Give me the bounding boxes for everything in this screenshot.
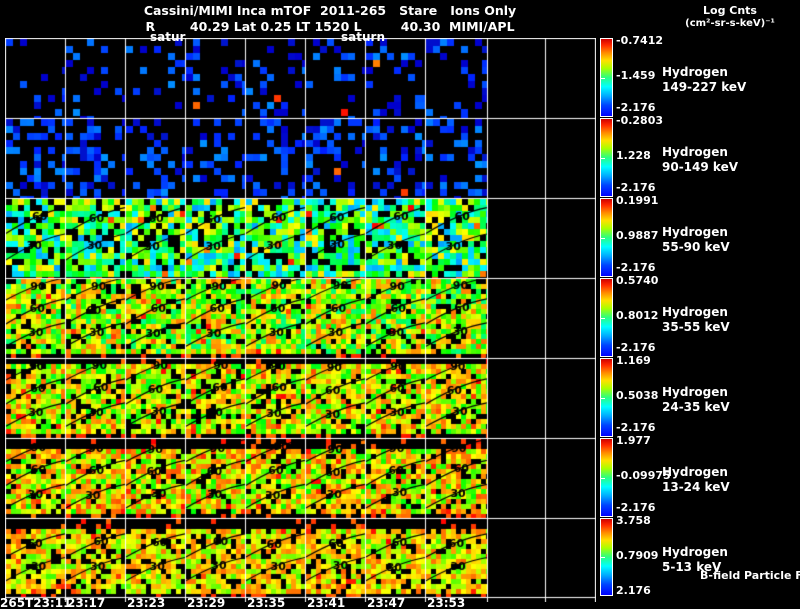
chart-title: Cassini/MIMI Inca mTOF 2011-265 Stare Io… — [143, 3, 517, 18]
colorbar-tick-mid: -0.09975 — [616, 469, 671, 482]
colorbar-row-4: 0.5740 0.8012 -2.176 Hydrogen 35-55 keV — [0, 274, 800, 358]
colorbar-tick-top: -0.7412 — [616, 34, 664, 47]
energy-label: 35-55 keV — [662, 320, 730, 334]
colorbar-units-formula: (cm²-sr-s-keV)⁻¹ — [685, 18, 775, 29]
colorbar-tick-mid: 1.228 — [616, 149, 651, 162]
time-tick-7: 23:47 — [367, 596, 406, 609]
colorbar-tick-mid: 0.8012 — [616, 309, 659, 322]
row-label: Hydrogen 35-55 keV — [662, 305, 730, 335]
annotation-satur: satur — [150, 30, 186, 44]
time-tick-6: 23:41 — [307, 596, 346, 609]
species-label: Hydrogen — [662, 225, 728, 239]
species-label: Hydrogen — [662, 545, 728, 559]
colorbar-tick-bottom: -2.176 — [616, 181, 656, 194]
colorbar-tick-top: 0.5740 — [616, 274, 659, 287]
species-label: Hydrogen — [662, 65, 728, 79]
energy-label: 13-24 keV — [662, 480, 730, 494]
colorbar — [600, 118, 613, 197]
colorbar-tick-bottom: -2.176 — [616, 501, 656, 514]
colorbar-tick-top: 0.1991 — [616, 194, 659, 207]
energy-label: 55-90 keV — [662, 240, 730, 254]
colorbar-tick-bottom: -2.176 — [616, 101, 656, 114]
chart-subtitle: R 40.29 Lat 0.25 LT 1520 L 40.30 MIMI/AP… — [145, 19, 515, 34]
colorbar-tick-bottom: -2.176 — [616, 421, 656, 434]
time-tick-8: 23:53 — [427, 596, 466, 609]
colorbar-tick-top: -0.2803 — [616, 114, 664, 127]
energy-label: 149-227 keV — [662, 80, 747, 94]
colorbar-tick-bottom: -2.176 — [616, 261, 656, 274]
row-label: Hydrogen 5-13 keV — [662, 545, 728, 575]
species-label: Hydrogen — [662, 385, 728, 399]
energy-label: 24-35 keV — [662, 400, 730, 414]
energy-label: 90-149 keV — [662, 160, 738, 174]
colorbar-row-7: 3.758 0.7909 2.176 Hydrogen 5-13 keV — [0, 514, 800, 597]
time-tick-3: 23:23 — [127, 596, 166, 609]
time-tick-5: 23:35 — [247, 596, 286, 609]
time-tick-4: 23:29 — [187, 596, 226, 609]
colorbar-row-1: -0.7412 -1.459 -2.176 Hydrogen 149-227 k… — [0, 34, 800, 118]
row-label: Hydrogen 13-24 keV — [662, 465, 730, 495]
b-field-particle-flow-label: B-field Particle Flow — [700, 569, 800, 582]
spectrogram-canvas — [5, 38, 596, 602]
colorbar — [600, 518, 613, 596]
colorbar-units-title: Log Cnts — [703, 4, 757, 17]
time-tick-2: 23:17 — [67, 596, 106, 609]
colorbar-tick-bottom: -2.176 — [616, 341, 656, 354]
annotation-saturn: saturn — [341, 30, 385, 44]
colorbar-tick-top: 3.758 — [616, 514, 651, 527]
row-label: Hydrogen 55-90 keV — [662, 225, 730, 255]
colorbar — [600, 358, 613, 437]
colorbar-row-5: 1.169 0.5038 -2.176 Hydrogen 24-35 keV — [0, 354, 800, 438]
species-label: Hydrogen — [662, 465, 728, 479]
colorbar-row-2: -0.2803 1.228 -2.176 Hydrogen 90-149 keV — [0, 114, 800, 198]
colorbar — [600, 38, 613, 117]
species-label: Hydrogen — [662, 305, 728, 319]
colorbar-row-3: 0.1991 0.9887 -2.176 Hydrogen 55-90 keV — [0, 194, 800, 278]
row-label: Hydrogen 149-227 keV — [662, 65, 746, 95]
colorbar-tick-mid: -1.459 — [616, 69, 656, 82]
colorbar-tick-mid: 0.7909 — [616, 549, 659, 562]
colorbar-tick-mid: 0.9887 — [616, 229, 659, 242]
row-label: Hydrogen 24-35 keV — [662, 385, 730, 415]
energy-label: 5-13 keV — [662, 560, 722, 574]
colorbar — [600, 198, 613, 277]
species-label: Hydrogen — [662, 145, 728, 159]
colorbar-tick-top: 1.977 — [616, 434, 651, 447]
colorbar-tick-mid: 0.5038 — [616, 389, 659, 402]
colorbar-tick-top: 1.169 — [616, 354, 651, 367]
row-label: Hydrogen 90-149 keV — [662, 145, 738, 175]
time-tick-1: 265T23:11 — [0, 596, 72, 609]
colorbar — [600, 438, 613, 517]
colorbar-tick-bottom: 2.176 — [616, 584, 651, 597]
colorbar-row-6: 1.977 -0.09975 -2.176 Hydrogen 13-24 keV — [0, 434, 800, 518]
colorbar — [600, 278, 613, 357]
